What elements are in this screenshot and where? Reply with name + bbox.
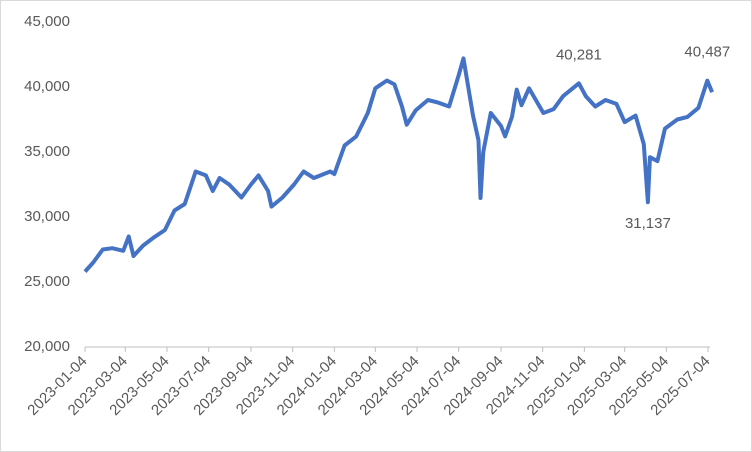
annotation: 40,487 (684, 44, 730, 61)
annotation: 31,137 (625, 215, 671, 232)
y-tick-label: 20,000 (24, 338, 70, 355)
annotation: 40,281 (556, 46, 602, 63)
y-tick-label: 45,000 (24, 13, 70, 30)
y-tick-label: 40,000 (24, 78, 70, 95)
y-tick-label: 25,000 (24, 273, 70, 290)
y-tick-label: 35,000 (24, 143, 70, 160)
y-tick-label: 30,000 (24, 208, 70, 225)
series-line (83, 56, 714, 273)
